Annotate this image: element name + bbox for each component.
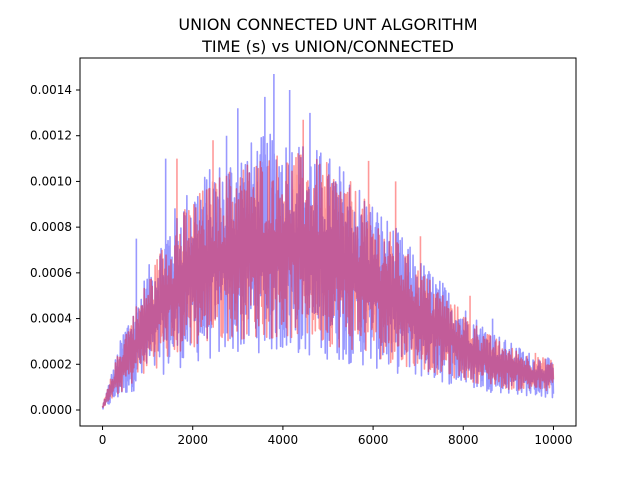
x-tick-label: 10000 bbox=[534, 433, 572, 447]
y-tick-label: 0.0008 bbox=[30, 220, 72, 234]
chart-subtitle: TIME (s) vs UNION/CONNECTED bbox=[201, 37, 454, 56]
x-tick-label: 8000 bbox=[448, 433, 479, 447]
x-axis: 0 2000 4000 6000 8000 10000 bbox=[99, 426, 573, 447]
y-tick-label: 0.0012 bbox=[30, 129, 72, 143]
x-tick-label: 0 bbox=[99, 433, 107, 447]
x-tick-label: 2000 bbox=[177, 433, 208, 447]
y-tick-label: 0.0010 bbox=[30, 174, 72, 188]
series-line-1 bbox=[101, 74, 555, 410]
chart-title: UNION CONNECTED UNT ALGORITHM bbox=[178, 15, 477, 34]
y-tick-label: 0.0000 bbox=[30, 403, 72, 417]
series-layer bbox=[101, 74, 555, 410]
series-line-0 bbox=[101, 119, 555, 408]
plot-frame bbox=[79, 57, 577, 427]
x-tick-label: 4000 bbox=[268, 433, 299, 447]
y-tick-label: 0.0004 bbox=[30, 312, 72, 326]
y-tick-label: 0.0014 bbox=[30, 83, 72, 97]
y-axis: 0.0000 0.0002 0.0004 0.0006 0.0008 0.0010 0.00… bbox=[30, 83, 80, 417]
y-tick-label: 0.0002 bbox=[30, 357, 72, 371]
y-tick-label: 0.0006 bbox=[30, 266, 72, 280]
x-tick-label: 6000 bbox=[358, 433, 389, 447]
